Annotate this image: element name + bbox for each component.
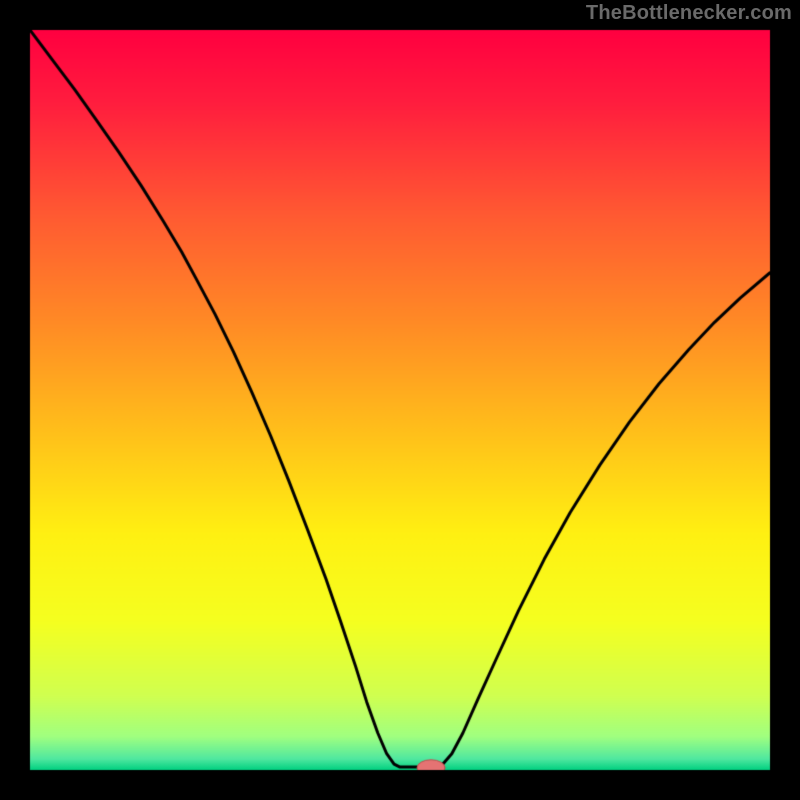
watermark-text: TheBottlenecker.com <box>586 2 792 25</box>
bottleneck-chart <box>0 0 800 800</box>
